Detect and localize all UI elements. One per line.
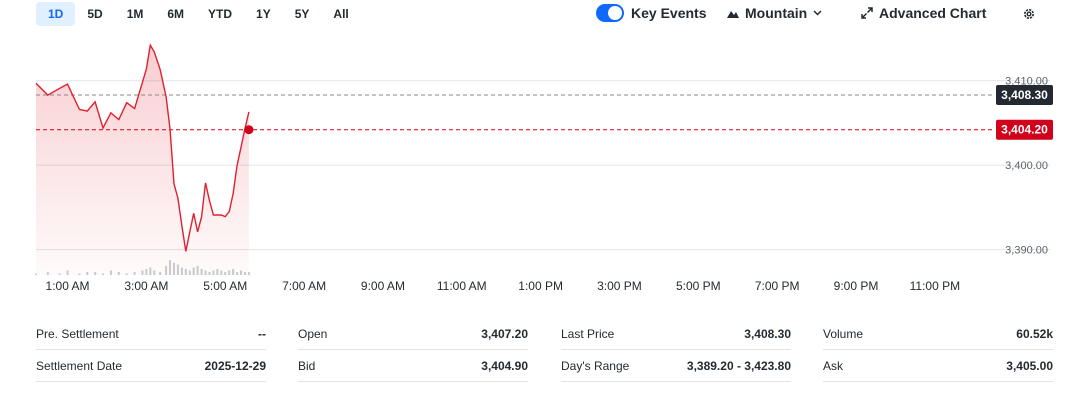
chart-type-label: Mountain	[745, 5, 808, 21]
toggle-knob	[608, 6, 622, 20]
range-5y-button[interactable]: 5Y	[294, 7, 310, 21]
stat-value: 2025-12-29	[204, 358, 266, 373]
x-tick-label: 5:00 PM	[676, 279, 721, 293]
x-tick-label: 5:00 AM	[203, 279, 247, 293]
x-tick-label: 3:00 AM	[124, 279, 168, 293]
x-tick-label: 7:00 AM	[282, 279, 326, 293]
y-tick-label: 3,400.00	[1005, 160, 1048, 172]
range-all-button[interactable]: All	[333, 7, 349, 21]
price-area	[36, 45, 249, 276]
x-tick-label: 9:00 AM	[361, 279, 405, 293]
stat-label: Pre. Settlement	[36, 326, 119, 341]
chart-toolbar: 1D 5D 1M 6M YTD 1Y 5Y All Key Events Mou…	[0, 0, 1072, 30]
stat-settlement-date: Settlement Date 2025-12-29	[36, 350, 266, 382]
price-line	[35, 43, 250, 252]
range-ytd-button[interactable]: YTD	[208, 7, 233, 21]
x-axis: 1:00 AM 3:00 AM 5:00 AM 7:00 AM 9:00 AM 11:00…	[46, 279, 961, 293]
chevron-down-icon	[813, 10, 822, 16]
last-price-label: 3,404.20	[1001, 123, 1048, 137]
stat-days-range: Day's Range 3,389.20 - 3,423.80	[561, 350, 791, 382]
range-5d-button[interactable]: 5D	[87, 7, 103, 21]
x-tick-label: 9:00 PM	[834, 279, 879, 293]
stats-row: Settlement Date 2025-12-29 Bid 3,404.90 Da…	[36, 350, 1054, 382]
stat-label: Volume	[823, 326, 864, 341]
stat-volume: Volume 60.52k	[823, 318, 1053, 350]
range-1d-button[interactable]: 1D	[36, 2, 76, 26]
price-chart[interactable]: 3,410.00 3,400.00 3,390.00 1:00 AM 3:00 AM 5…	[0, 30, 1072, 305]
settings-button[interactable]	[1022, 7, 1036, 26]
stat-value: 60.52k	[1016, 326, 1053, 341]
advanced-chart-label: Advanced Chart	[879, 5, 987, 21]
toggle-switch[interactable]	[596, 4, 624, 22]
range-1m-button[interactable]: 1M	[126, 7, 144, 21]
stats-row: Pre. Settlement -- Open 3,407.20 Last Pric…	[36, 318, 1054, 350]
y-tick-label: 3,390.00	[1005, 245, 1048, 257]
stat-label: Settlement Date	[36, 358, 123, 373]
expand-icon	[861, 7, 873, 19]
stat-label: Ask	[823, 358, 844, 373]
stat-value: 3,408.30	[744, 326, 791, 341]
stat-value: 3,404.90	[481, 358, 528, 373]
stat-open: Open 3,407.20	[298, 318, 528, 350]
stat-last-price: Last Price 3,408.30	[561, 318, 791, 350]
x-tick-label: 11:00 PM	[910, 279, 960, 293]
gear-icon	[1024, 9, 1034, 19]
stat-value: --	[258, 326, 266, 341]
stat-pre-settlement: Pre. Settlement --	[36, 318, 266, 350]
stat-label: Bid	[298, 358, 316, 373]
stat-label: Open	[298, 326, 328, 341]
range-1y-button[interactable]: 1Y	[256, 7, 271, 21]
last-price-badge: 3,404.20	[996, 119, 1053, 140]
gridlines	[36, 80, 1050, 251]
key-events-toggle[interactable]: Key Events	[596, 4, 706, 22]
x-tick-label: 3:00 PM	[597, 279, 642, 293]
stat-value: 3,389.20 - 3,423.80	[686, 358, 791, 373]
x-tick-label: 1:00 PM	[518, 279, 563, 293]
quote-stats: Pre. Settlement -- Open 3,407.20 Last Pric…	[36, 318, 1054, 382]
stat-bid: Bid 3,404.90	[298, 350, 528, 382]
chart-type-dropdown[interactable]: Mountain	[727, 5, 828, 21]
stat-value: 3,407.20	[481, 326, 528, 341]
x-tick-label: 11:00 AM	[437, 279, 487, 293]
stat-value: 3,405.00	[1006, 358, 1053, 373]
range-6m-button[interactable]: 6M	[167, 7, 185, 21]
mountain-icon	[727, 11, 739, 18]
last-price-dot	[244, 125, 254, 135]
stat-label: Day's Range	[561, 358, 630, 373]
previous-close-label: 3,408.30	[1001, 88, 1048, 102]
x-tick-label: 1:00 AM	[46, 279, 90, 293]
stat-label: Last Price	[561, 326, 615, 341]
y-tick-label: 3,410.00	[1005, 76, 1048, 88]
range-selector: 1D 5D 1M 6M YTD 1Y 5Y All	[36, 2, 361, 26]
y-axis: 3,410.00 3,400.00 3,390.00	[1005, 76, 1048, 257]
previous-close-badge: 3,408.30	[996, 85, 1053, 106]
key-events-label: Key Events	[631, 5, 707, 21]
advanced-chart-button[interactable]: Advanced Chart	[861, 5, 986, 21]
x-tick-label: 7:00 PM	[755, 279, 800, 293]
stat-ask: Ask 3,405.00	[823, 350, 1053, 382]
